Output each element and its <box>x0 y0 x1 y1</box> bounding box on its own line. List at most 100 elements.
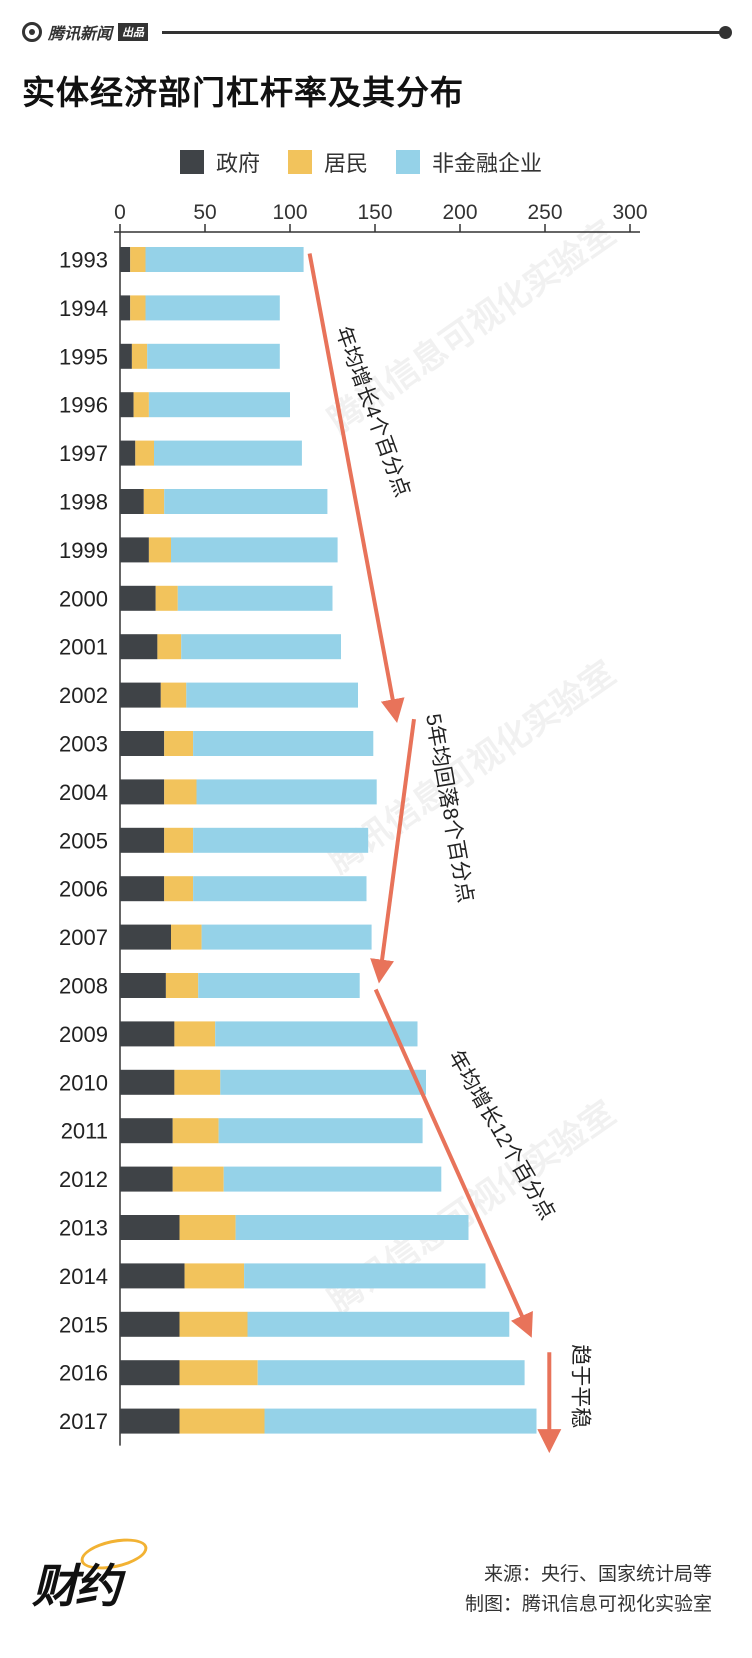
bar-segment-corporate <box>148 392 290 418</box>
legend-label-corporate: 非金融企业 <box>432 151 543 176</box>
bar-segment-government <box>120 779 165 805</box>
bar-segment-government <box>120 1263 185 1289</box>
x-tick-label: 300 <box>612 201 647 224</box>
bar-chart: 0 50 100 150 200 250 300 1993 1994 1995 1996 1997 1… <box>59 201 648 1454</box>
bar-segment-corporate <box>264 1408 537 1434</box>
bar-segment-government <box>120 634 158 660</box>
y-tick-label: 2011 <box>61 1119 108 1144</box>
brand-name: 腾讯新闻 <box>48 26 113 43</box>
bar-segment-government <box>120 973 166 998</box>
bar-segment-household <box>164 876 194 902</box>
y-tick-label: 1999 <box>59 538 108 563</box>
bar-segment-household <box>174 1021 216 1047</box>
y-tick-label: 2003 <box>59 732 108 757</box>
header-rule <box>162 31 722 34</box>
bar-segment-corporate <box>223 1166 442 1192</box>
y-tick-label: 1998 <box>59 490 108 515</box>
header-rule-dot <box>719 26 732 39</box>
y-tick-label: 2014 <box>59 1264 108 1289</box>
bar-segment-household <box>179 1408 265 1434</box>
bar-segment-government <box>120 537 149 563</box>
bar-segment-household <box>172 1166 224 1192</box>
bar-segment-household <box>164 827 194 853</box>
bar-segment-government <box>120 295 131 321</box>
bar-segment-corporate <box>220 1069 426 1095</box>
bar-segment-household <box>133 392 149 418</box>
bar-segment-government <box>120 343 132 369</box>
bar-segment-household <box>157 634 182 660</box>
annotation-1: 年均增长4个百分点 <box>331 323 414 500</box>
annotation-3: 年均增长12个百分点 <box>443 1047 559 1224</box>
bar-segment-corporate <box>193 827 369 853</box>
y-tick-label: 2016 <box>59 1361 108 1386</box>
y-tick-label: 2001 <box>59 635 108 660</box>
y-tick-label: 2006 <box>59 877 108 902</box>
y-tick-label: 2017 <box>59 1409 108 1434</box>
brand: 腾讯新闻 出品 <box>22 20 149 44</box>
bar-segment-household <box>165 973 199 998</box>
x-tick-label: 100 <box>272 201 307 224</box>
bar-segment-corporate <box>198 973 360 998</box>
bar-segment-household <box>179 1360 258 1386</box>
bar-segment-household <box>171 924 202 950</box>
y-tick-label: 2012 <box>59 1167 108 1192</box>
bar-segment-government <box>120 924 171 950</box>
y-tick-label: 2005 <box>59 828 108 853</box>
legend-label-government: 政府 <box>216 151 261 176</box>
legend-swatch-corporate <box>396 150 421 174</box>
tencent-news-logo-icon <box>22 22 42 42</box>
bar-segment-household <box>155 585 178 611</box>
bar-segment-government <box>120 489 144 514</box>
legend-item-government: 政府 <box>180 146 260 178</box>
bar-segment-government <box>120 731 165 756</box>
bar-segment-household <box>130 247 146 272</box>
bar-segment-corporate <box>218 1118 423 1144</box>
bar-segment-corporate <box>244 1263 486 1289</box>
y-tick-label: 1993 <box>59 248 108 273</box>
y-tick-label: 2015 <box>59 1312 108 1337</box>
bar-segment-government <box>120 1166 173 1192</box>
bar-segment-corporate <box>196 779 377 805</box>
legend-item-corporate: 非金融企业 <box>396 146 542 178</box>
y-tick-label: 2009 <box>59 1022 108 1047</box>
bar-segment-corporate <box>147 343 280 369</box>
bar-segment-government <box>120 1360 180 1386</box>
bar-segment-corporate <box>164 489 328 514</box>
legend-label-household: 居民 <box>324 151 369 176</box>
bar-segment-corporate <box>186 682 358 708</box>
y-tick-label: 2000 <box>59 586 108 611</box>
bar-segment-household <box>148 537 171 563</box>
bar-segment-government <box>120 392 134 418</box>
bar-segment-corporate <box>201 924 372 950</box>
bar-segment-government <box>120 876 165 902</box>
y-tick-label: 1997 <box>59 441 108 466</box>
y-tick-label: 1995 <box>59 344 108 369</box>
brand-tag: 出品 <box>118 23 149 41</box>
annotation-4: 趋于平稳 <box>568 1344 591 1428</box>
y-tick-label: 1994 <box>59 296 108 321</box>
bar-segment-government <box>120 440 136 466</box>
bar-segment-household <box>131 343 148 369</box>
bar-segment-household <box>172 1118 219 1144</box>
bar-segment-corporate <box>145 247 304 272</box>
bar-segment-government <box>120 247 131 272</box>
legend-swatch-government <box>180 150 204 174</box>
bar-segment-corporate <box>215 1021 418 1047</box>
credit-note: 制图：腾讯信息可视化实验室 <box>464 1594 712 1615</box>
footer-logo: 财约 <box>32 1560 121 1612</box>
y-tick-label: 2007 <box>59 925 108 950</box>
y-tick-label: 2008 <box>59 974 108 999</box>
legend-item-household: 居民 <box>288 146 368 178</box>
bar-segment-corporate <box>171 537 338 563</box>
bar-segment-corporate <box>145 295 280 321</box>
annotation-2: 5年均回落8个百分点 <box>421 712 477 904</box>
bar-segment-household <box>184 1263 245 1289</box>
legend-swatch-household <box>288 150 313 174</box>
x-tick-label: 150 <box>357 201 392 224</box>
x-tick-label: 0 <box>114 201 126 224</box>
bar-segment-household <box>164 731 194 756</box>
trend-arrow-3 <box>373 988 533 1338</box>
y-tick-label: 2013 <box>59 1216 108 1241</box>
bar-segment-corporate <box>177 585 333 611</box>
bar-segment-household <box>160 682 187 708</box>
